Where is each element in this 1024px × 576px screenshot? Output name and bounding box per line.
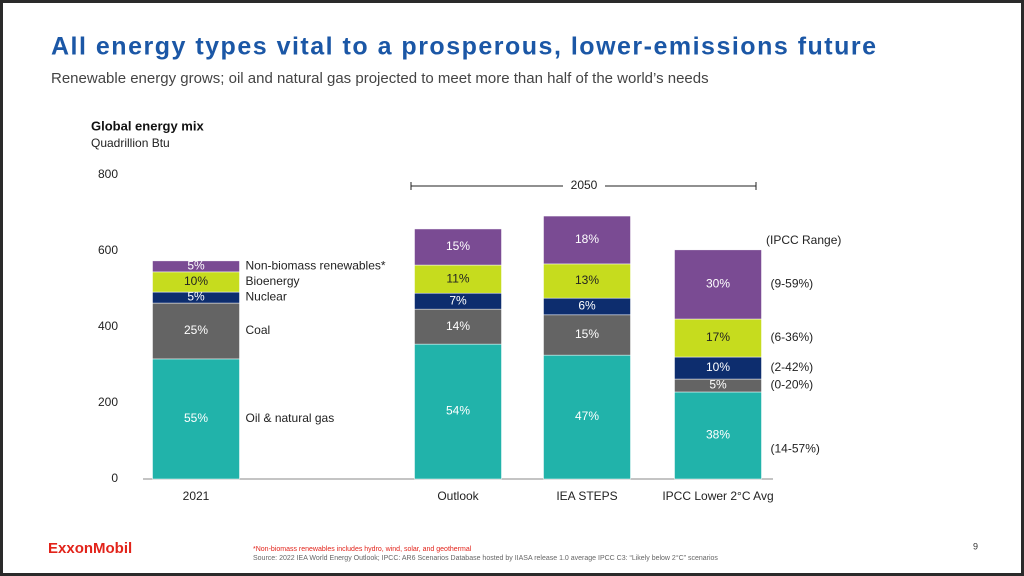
share-label: 17% [706,330,730,344]
legend-label: Nuclear [246,290,287,304]
share-label: 15% [446,239,470,253]
page-number: 9 [973,541,978,551]
title: All energy types vital to a prosperous, … [51,33,878,61]
bar-segment [543,314,631,356]
range-label: (0-20%) [771,378,814,392]
bar-segment [674,391,762,480]
legend-label: Oil & natural gas [246,411,335,425]
share-label: 54% [446,404,470,418]
share-label: 10% [706,360,730,374]
range-label: (14-57%) [771,442,820,456]
x-tick-label: 2021 [183,489,210,503]
share-label: 5% [187,290,205,304]
share-label: 55% [184,411,208,425]
range-title: (IPCC Range) [766,233,841,247]
bar-segment [674,318,762,358]
y-label: Quadrillion Btu [91,136,170,150]
chart-title: Global energy mix [91,118,204,133]
share-label: 15% [575,327,599,341]
share-label: 25% [184,323,208,337]
chart: All energy types vital to a prosperous, … [48,33,978,562]
x-tick-label: Outlook [437,489,479,503]
bar-segment [414,308,502,345]
logo: ExxonMobil [48,540,132,557]
share-label: 13% [575,273,599,287]
bar-segment [152,302,240,360]
legend-label: Non-biomass renewables* [246,259,386,273]
range-label: (2-42%) [771,360,814,374]
share-label: 14% [446,319,470,333]
bar-segment [543,215,631,265]
share-label: 10% [184,274,208,288]
x-tick-label: IPCC Lower 2°C Avg [662,489,773,503]
y-tick-label: 600 [98,243,118,257]
y-tick-label: 0 [111,471,118,485]
subtitle: Renewable energy grows; oil and natural … [51,70,709,87]
share-label: 30% [706,277,730,291]
y-tick-label: 400 [98,319,118,333]
x-tick-label: IEA STEPS [556,489,617,503]
period-label: 2050 [571,178,598,192]
legend-label: Bioenergy [246,274,300,288]
source: Source: 2022 IEA World Energy Outlook; I… [253,554,718,562]
y-tick-label: 200 [98,395,118,409]
share-label: 6% [578,299,596,313]
bar-segment [414,228,502,266]
bar-segment [543,263,631,299]
share-label: 5% [709,378,727,392]
bar-segment [414,264,502,294]
range-label: (9-59%) [771,277,814,291]
share-label: 11% [446,271,469,285]
share-label: 18% [575,232,599,246]
legend-label: Coal [246,323,271,337]
bar-segment [543,354,631,480]
share-label: 7% [449,293,467,307]
y-tick-label: 800 [98,167,118,181]
bar-segment [152,260,240,273]
share-label: 5% [187,259,205,273]
bar-segment [674,249,762,320]
range-label: (6-36%) [771,330,814,344]
share-label: 47% [575,409,599,423]
footnote: *Non-biomass renewables includes hydro, … [253,546,472,553]
share-label: 38% [706,428,730,442]
